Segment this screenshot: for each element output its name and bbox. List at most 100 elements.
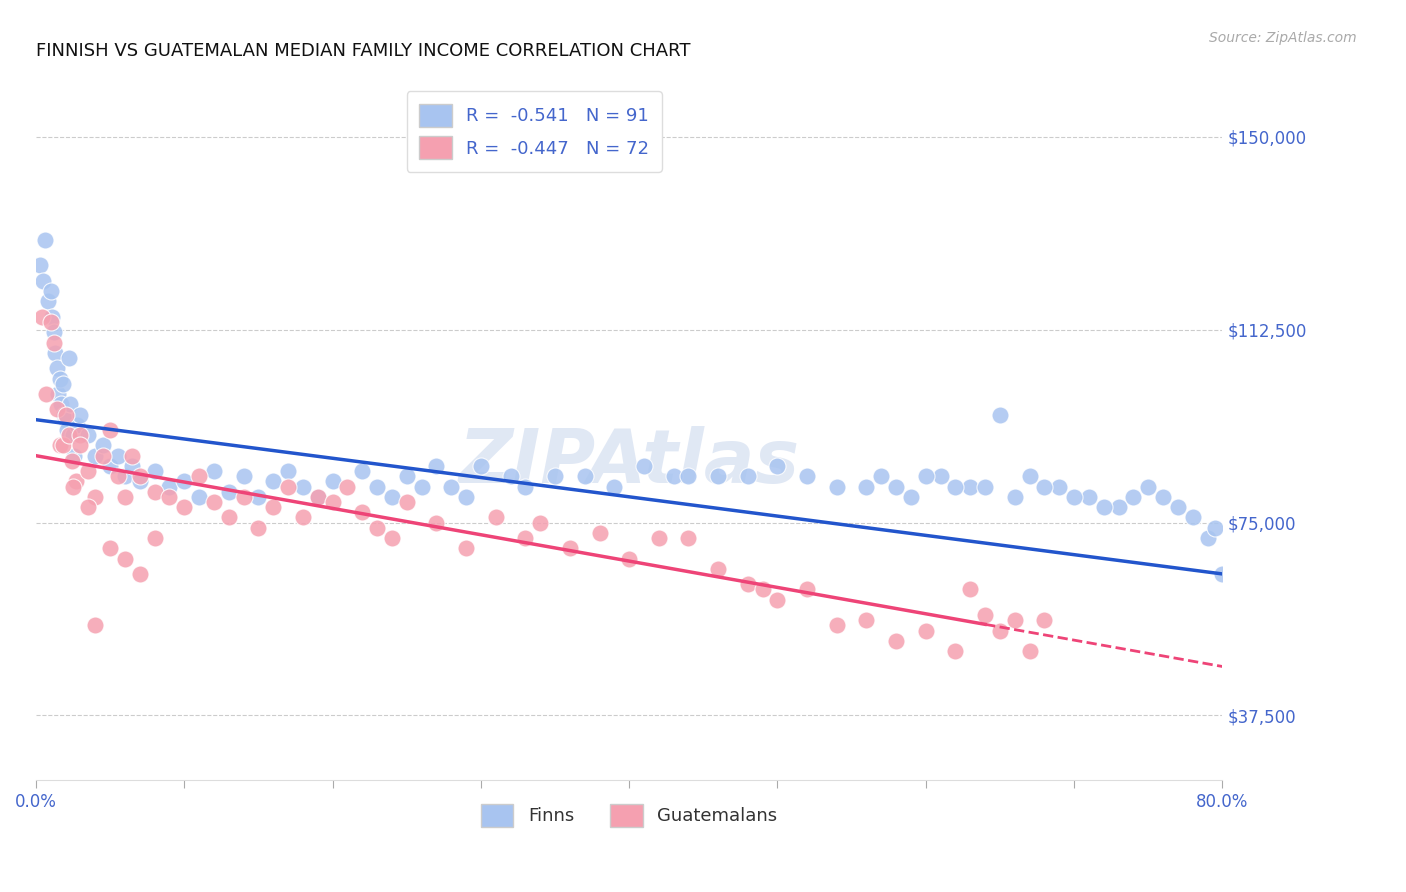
- Point: [945, 644, 967, 658]
- Text: Source: ZipAtlas.com: Source: ZipAtlas.com: [1209, 31, 1357, 45]
- Point: [988, 408, 1011, 422]
- Point: [58, 428, 80, 442]
- Point: [662, 469, 685, 483]
- Point: [62, 428, 84, 442]
- Point: [91, 438, 114, 452]
- Point: [440, 479, 463, 493]
- Point: [232, 490, 254, 504]
- Point: [39, 315, 62, 329]
- Point: [603, 479, 626, 493]
- Point: [855, 479, 877, 493]
- Point: [381, 490, 404, 504]
- Point: [41, 310, 63, 324]
- Point: [648, 531, 671, 545]
- Point: [737, 469, 759, 483]
- Point: [76, 500, 98, 515]
- Point: [959, 582, 981, 597]
- Point: [277, 479, 299, 493]
- Point: [395, 469, 418, 483]
- Point: [884, 479, 907, 493]
- Point: [707, 469, 730, 483]
- Point: [98, 541, 121, 556]
- Point: [678, 531, 700, 545]
- Point: [1018, 644, 1040, 658]
- Point: [69, 438, 91, 452]
- Point: [48, 438, 70, 452]
- Point: [900, 490, 922, 504]
- Point: [945, 479, 967, 493]
- Point: [825, 479, 848, 493]
- Point: [62, 479, 84, 493]
- Point: [914, 469, 936, 483]
- Point: [42, 326, 65, 340]
- Point: [37, 294, 59, 309]
- Point: [157, 490, 180, 504]
- Point: [55, 413, 77, 427]
- Point: [352, 505, 374, 519]
- Point: [232, 469, 254, 483]
- Point: [1033, 613, 1056, 627]
- Point: [766, 458, 789, 473]
- Point: [128, 469, 150, 483]
- Point: [454, 541, 477, 556]
- Point: [218, 510, 240, 524]
- Point: [574, 469, 596, 483]
- Point: [63, 449, 86, 463]
- Point: [322, 475, 344, 489]
- Point: [52, 438, 75, 452]
- Point: [173, 475, 195, 489]
- Point: [825, 618, 848, 632]
- Point: [425, 516, 447, 530]
- Point: [69, 428, 91, 442]
- Point: [262, 475, 284, 489]
- Point: [470, 458, 492, 473]
- Point: [974, 479, 997, 493]
- Point: [411, 479, 433, 493]
- Point: [143, 464, 166, 478]
- Point: [114, 469, 136, 483]
- Point: [1204, 521, 1226, 535]
- Point: [855, 613, 877, 627]
- Point: [247, 490, 270, 504]
- Point: [202, 464, 225, 478]
- Point: [49, 397, 72, 411]
- Point: [454, 490, 477, 504]
- Point: [870, 469, 893, 483]
- Point: [39, 284, 62, 298]
- Point: [395, 495, 418, 509]
- Point: [84, 490, 107, 504]
- Point: [55, 408, 77, 422]
- Point: [1108, 500, 1130, 515]
- Point: [58, 351, 80, 365]
- Point: [1033, 479, 1056, 493]
- Point: [218, 484, 240, 499]
- Point: [291, 479, 314, 493]
- Point: [796, 582, 818, 597]
- Point: [796, 469, 818, 483]
- Point: [114, 551, 136, 566]
- Point: [32, 274, 55, 288]
- Point: [42, 335, 65, 350]
- Point: [707, 562, 730, 576]
- Point: [34, 233, 56, 247]
- Point: [1211, 566, 1233, 581]
- Point: [307, 490, 329, 504]
- Point: [84, 618, 107, 632]
- Point: [988, 624, 1011, 638]
- Point: [515, 479, 537, 493]
- Point: [262, 500, 284, 515]
- Point: [307, 490, 329, 504]
- Point: [48, 371, 70, 385]
- Point: [322, 495, 344, 509]
- Point: [1063, 490, 1085, 504]
- Point: [914, 624, 936, 638]
- Point: [277, 464, 299, 478]
- Point: [46, 387, 69, 401]
- Point: [45, 361, 67, 376]
- Point: [31, 310, 53, 324]
- Point: [529, 516, 551, 530]
- Point: [69, 408, 91, 422]
- Point: [381, 531, 404, 545]
- Point: [336, 479, 359, 493]
- Point: [56, 423, 79, 437]
